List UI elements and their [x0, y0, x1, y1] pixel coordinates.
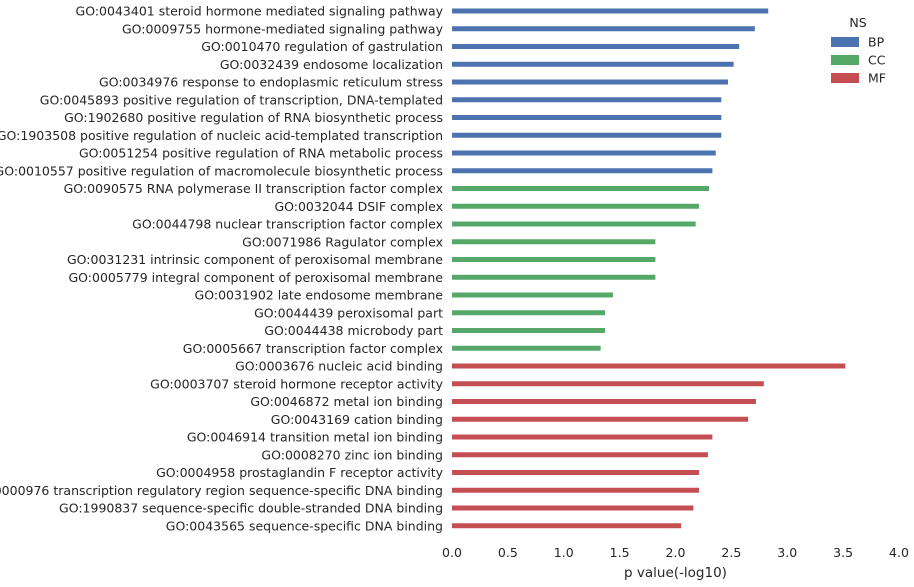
category-label: GO:0031902 late endosome membrane — [195, 288, 444, 303]
x-tick-label: 1.0 — [554, 545, 574, 560]
category-label: GO:0034976 response to endoplasmic retic… — [99, 75, 443, 90]
category-label: GO:0044439 peroxisomal part — [254, 305, 443, 320]
category-labels: GO:0043401 steroid hormone mediated sign… — [0, 4, 444, 534]
bar — [452, 310, 606, 316]
bar — [452, 132, 722, 138]
x-tick-label: 3.0 — [777, 545, 797, 560]
x-tick-label: 2.5 — [721, 545, 741, 560]
x-tick-label: 0.0 — [442, 545, 462, 560]
bar — [452, 399, 756, 404]
x-tick-label: 1.5 — [610, 545, 630, 560]
bar — [452, 523, 682, 529]
category-label: GO:0000976 transcription regulatory regi… — [0, 483, 443, 498]
legend-swatch — [831, 55, 859, 65]
bar — [452, 434, 713, 440]
bar — [452, 381, 764, 387]
category-label: GO:0051254 positive regulation of RNA me… — [79, 146, 443, 161]
category-label: GO:0004958 prostaglandin F receptor acti… — [156, 465, 444, 480]
category-label: GO:0090575 RNA polymerase II transcripti… — [64, 181, 443, 196]
legend-entries: BP CC MF — [831, 35, 886, 86]
category-label: GO:0005779 integral component of peroxis… — [69, 270, 444, 285]
bar — [452, 363, 846, 369]
bar — [452, 203, 699, 209]
bars-layer — [452, 8, 846, 529]
bar — [452, 487, 699, 493]
category-label: GO:0032044 DSIF complex — [274, 199, 443, 214]
category-label: GO:0010557 positive regulation of macrom… — [0, 163, 443, 178]
bar — [452, 44, 740, 49]
category-label: GO:0005667 transcription factor complex — [183, 341, 443, 356]
category-label: GO:0008270 zinc ion binding — [261, 447, 443, 462]
category-label: GO:0071986 Ragulator complex — [242, 234, 443, 249]
category-label: GO:0043401 steroid hormone mediated sign… — [76, 4, 444, 19]
bar — [452, 8, 769, 14]
x-axis-ticks: 0.0 0.5 1.0 1.5 2.0 2.5 3.0 3.5 4.0 — [442, 545, 909, 560]
bar — [452, 470, 699, 475]
bar — [452, 416, 749, 422]
bar — [452, 150, 716, 156]
category-label: GO:0044438 microbody part — [264, 323, 443, 338]
bar — [452, 168, 713, 174]
legend-label: BP — [868, 35, 885, 50]
legend: NS BP CC MF — [831, 15, 886, 86]
bar — [452, 328, 606, 333]
category-label: GO:1903508 positive regulation of nuclei… — [0, 128, 443, 143]
category-label: GO:0031231 intrinsic component of peroxi… — [67, 252, 443, 267]
category-label: GO:0045893 positive regulation of transc… — [40, 92, 443, 107]
bar — [452, 345, 601, 351]
category-label: GO:0046872 metal ion binding — [250, 394, 443, 409]
legend-label: MF — [868, 71, 886, 86]
x-tick-label: 0.5 — [498, 545, 518, 560]
bar — [452, 97, 722, 103]
category-label: GO:0032439 endosome localization — [220, 57, 443, 72]
bar — [452, 452, 708, 458]
legend-title: NS — [849, 15, 866, 30]
bar — [452, 257, 656, 262]
x-tick-label: 4.0 — [889, 545, 909, 560]
bar — [452, 292, 613, 298]
bar — [452, 26, 755, 32]
category-label: GO:0010470 regulation of gastrulation — [201, 39, 443, 54]
category-label: GO:0043169 cation binding — [271, 412, 443, 427]
legend-swatch — [831, 37, 859, 47]
legend-swatch — [831, 73, 859, 83]
category-label: GO:0044798 nuclear transcription factor … — [132, 217, 443, 232]
bar — [452, 115, 722, 120]
bar — [452, 186, 710, 191]
bar — [452, 61, 734, 67]
category-label: GO:1990837 sequence-specific double-stra… — [59, 501, 443, 516]
category-label: GO:0009755 hormone-mediated signaling pa… — [122, 21, 444, 36]
x-tick-label: 2.0 — [666, 545, 686, 560]
category-label: GO:0046914 transition metal ion binding — [187, 430, 443, 445]
bar — [452, 221, 696, 227]
legend-label: CC — [868, 53, 886, 68]
x-axis-title: p value(-log10) — [624, 565, 727, 581]
bar — [452, 239, 656, 245]
bar — [452, 79, 729, 85]
bar — [452, 274, 656, 280]
category-label: GO:1902680 positive regulation of RNA bi… — [64, 110, 443, 125]
bar — [452, 505, 694, 511]
category-label: GO:0043565 sequence-specific DNA binding — [166, 518, 443, 533]
category-label: GO:0003676 nucleic acid binding — [235, 359, 443, 374]
category-label: GO:0003707 steroid hormone receptor acti… — [150, 376, 443, 391]
x-tick-label: 3.5 — [833, 545, 853, 560]
